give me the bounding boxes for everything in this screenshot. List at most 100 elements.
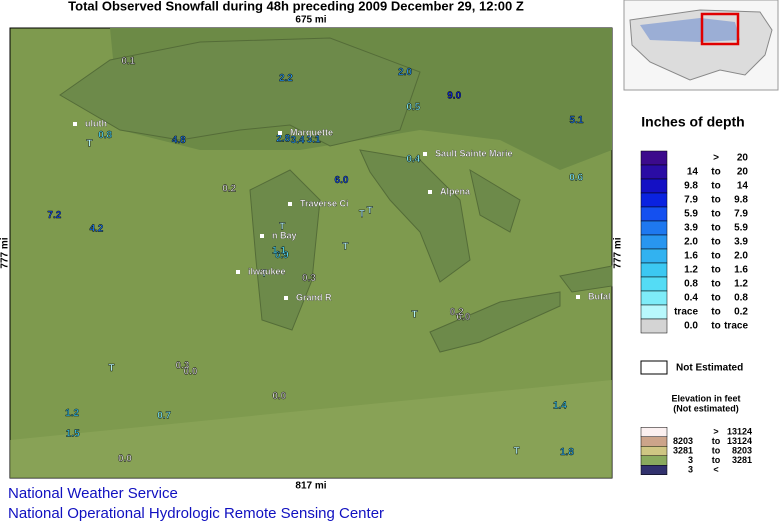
not-estimated: Not Estimated [676,363,743,374]
lake-huron [359,149,471,283]
elevation-title: Elevation in feet [671,393,740,403]
lake-michigan [249,169,321,331]
legend-high: 1.6 [734,265,748,276]
legend-sep: to [711,209,720,220]
station-value: 0.0 [118,454,132,465]
legend-high: 7.9 [734,209,748,220]
station-value: 0.7 [157,410,171,421]
legend-swatch [640,192,668,208]
station-value: 4.8 [172,135,186,146]
station-value: 0.0 [184,367,198,378]
legend-swatch [640,427,668,437]
legend-high: 8203 [732,445,752,455]
legend-swatch [640,455,668,466]
station-value: T [108,363,114,374]
city-label: Grand R [296,292,332,302]
legend-swatch [640,465,668,475]
legend-op: > [713,153,719,164]
legend-high: 2.0 [734,251,748,262]
station-value: T [367,205,373,216]
city-label: ilwaukee [248,266,286,276]
not-estimated-box [640,360,668,375]
lowland [10,380,612,478]
station-value: 0.0 [272,391,286,402]
scale-bottom: 817 mi [295,481,326,492]
legend-sep: to [712,455,721,465]
lake-ontario [559,265,613,293]
scale-right: 777 mi [613,237,624,268]
station-value: 1.5 [66,428,80,439]
legend-low: 8203 [673,436,693,446]
city-label: Alpena [440,186,471,196]
legend-swatch [640,276,668,292]
station-value: T [412,310,418,321]
legend-high: 0.2 [734,307,748,318]
station-value: 0.2 [450,307,464,318]
city-dot [260,234,264,238]
legend-high: 20 [737,153,749,164]
cities: Marquette Sault Sainte Marie Alpena Travers… [73,118,611,303]
station-value: 4.2 [89,223,103,234]
station-value: 1.8 [560,447,574,458]
lake-erie [429,291,561,353]
city-label: n Bay [272,230,297,240]
legend-low: 14 [687,167,699,178]
station-value: T [261,269,267,280]
city-label: Bufal [588,291,611,301]
title: Total Observed Snowfall during 48h prece… [68,0,524,13]
legend-sep: to [711,321,720,332]
legend-sep: to [711,181,720,192]
footer-line2: National Operational Hydrologic Remote S… [8,505,384,522]
station-value: 7.2 [47,210,61,221]
city-label: uluth [85,118,107,128]
station-value: 2.0 [398,67,412,78]
legend-op: < [713,464,718,474]
scale-left: 777 mi [0,237,11,268]
legend-high: 9.8 [734,195,748,206]
station-value: T [359,209,365,220]
legend-high: 20 [737,167,749,178]
map [9,27,613,479]
station-value: 0.8 [98,130,112,141]
legend-low: 3 [688,464,693,474]
legend-low: 7.9 [684,195,698,206]
legend-sep: to [711,279,720,290]
legend-low: 5.9 [684,209,698,220]
station-value: 3.1 [307,135,321,146]
legend-sep: to [712,445,721,455]
station-value: 0.5 [406,102,420,113]
city-dot [423,152,427,156]
city-label: Traverse Ci [300,198,349,208]
station-value: T [342,242,348,253]
legend-sep: to [711,251,720,262]
station-value: 6.0 [335,175,349,186]
legend-low: 9.8 [684,181,698,192]
city-dot [236,270,240,274]
legend-swatch [640,290,668,306]
station-value: 0.0 [456,312,470,323]
city-dot [73,122,77,126]
station-value: 5.1 [570,115,584,126]
legend-high: 0.8 [734,293,748,304]
legend-low: 1.6 [684,251,698,262]
stations: 0.3 T 0.9 1.2 T 0.0 2.0 3.1 0.5 T 0.1 1.8 4.2 5.1 T 0.4… [47,56,584,465]
legend-swatch [640,318,668,334]
legend-low: 0.4 [684,293,698,304]
legend-swatch [640,234,668,250]
legend-sep: to [711,237,720,248]
legend-low: 2.0 [684,237,698,248]
scale-top: 675 mi [295,15,326,26]
city-label: Marquette [290,127,333,137]
station-value: T [514,446,520,457]
station-value: 2.2 [279,73,293,84]
inset-map [623,0,779,91]
station-value: 1.2 [65,408,79,419]
legend-swatch [640,446,668,456]
legend-title: Inches of depth [641,114,744,130]
elevation-subtitle: (Not estimated) [673,403,739,413]
legend-high: 13124 [727,436,752,446]
station-value: 9.0 [447,91,461,102]
station-value: T [279,221,285,232]
legend-op: > [713,426,718,436]
